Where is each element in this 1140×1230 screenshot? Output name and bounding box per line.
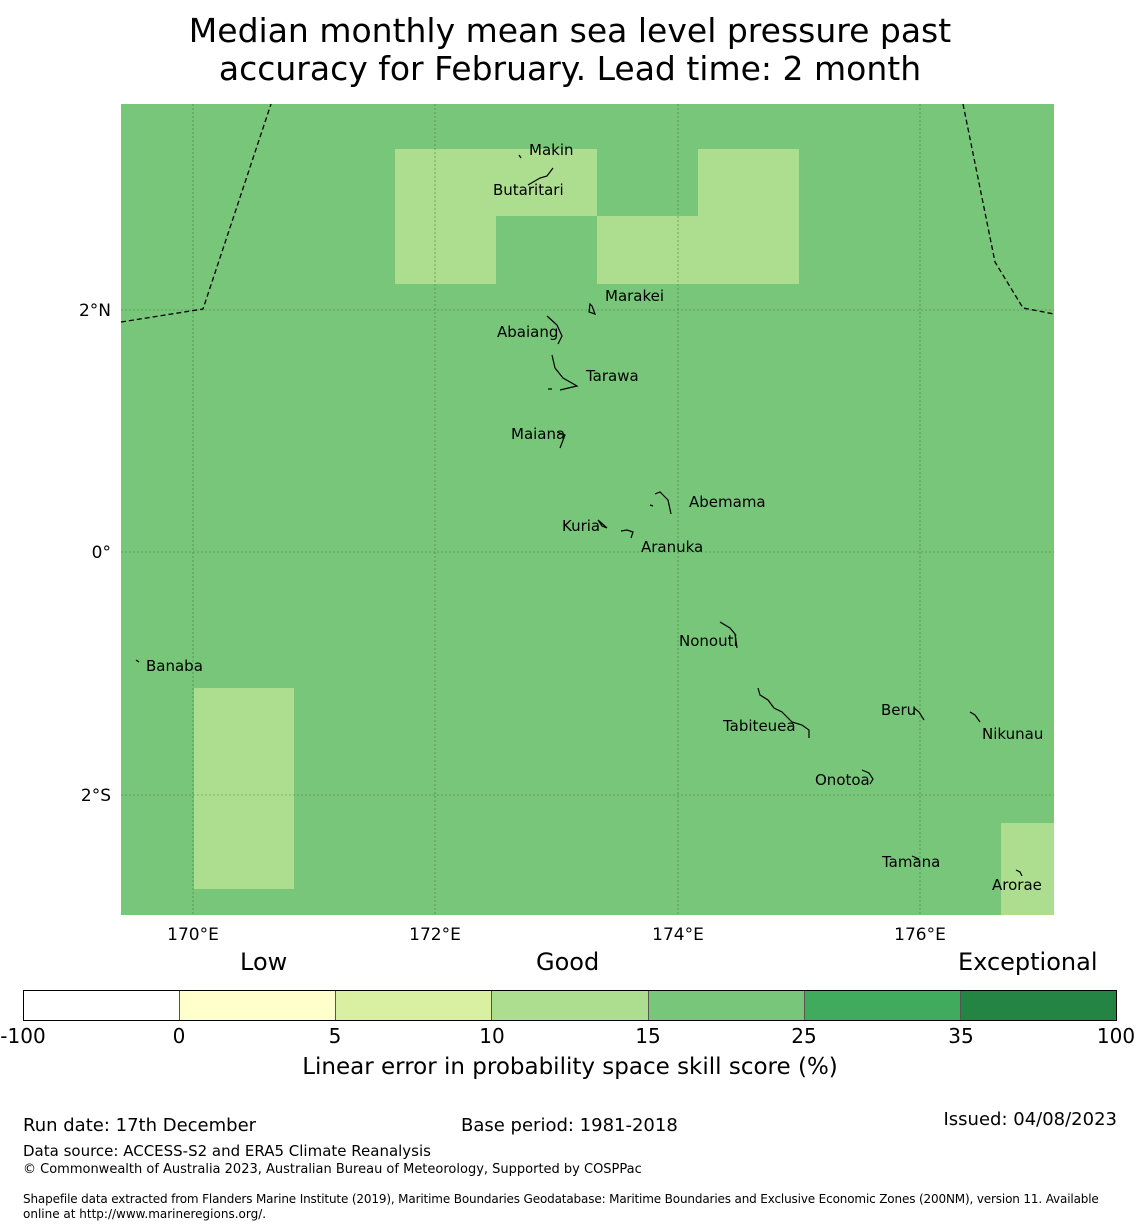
base-period: Base period: 1981-2018 (461, 1115, 678, 1136)
colorbar-segment (648, 991, 805, 1020)
eez-boundaries (120, 103, 1055, 323)
island-label-banaba: Banaba (146, 657, 203, 675)
colorbar-tick: 100 (1096, 1024, 1136, 1048)
title-line-2: accuracy for February. Lead time: 2 mont… (218, 49, 922, 88)
colorbar-tick: 25 (791, 1024, 817, 1048)
island-label-tarawa: Tarawa (585, 367, 639, 385)
axis-labels: 170°E 172°E 174°E 176°E 2°N 0° 2°S (79, 301, 946, 945)
colorbar-segment (336, 991, 493, 1020)
lat-label-0: 0° (92, 543, 111, 563)
colorbar-segment (24, 991, 181, 1020)
colorbar-segment (180, 991, 337, 1020)
highlight-cell (1001, 823, 1054, 915)
island-label-nonouti: Nonouti (679, 632, 738, 650)
island-label-beru: Beru (881, 701, 916, 719)
lon-label-174e: 174°E (652, 925, 704, 945)
colorbar-tick: 35 (948, 1024, 974, 1048)
lon-label-170e: 170°E (167, 925, 219, 945)
highlight-cell (395, 149, 597, 216)
island-label-aranuka: Aranuka (641, 538, 703, 556)
highlight-cells (194, 149, 1054, 915)
run-date: Run date: 17th December (23, 1115, 257, 1136)
gridlines (121, 104, 1054, 915)
colorbar-tick: -100 (0, 1024, 46, 1048)
island-label-tamana: Tamana (881, 853, 940, 871)
legend-category-good: Good (536, 948, 600, 976)
lat-label-2n: 2°N (79, 301, 111, 321)
colorbar-segment (492, 991, 649, 1020)
legend-category-low: Low (240, 948, 288, 976)
island-label-maiana: Maiana (511, 425, 565, 443)
highlight-cell (597, 216, 799, 284)
island-label-onotoa: Onotoa (815, 771, 870, 789)
title-line-1: Median monthly mean sea level pressure p… (188, 11, 952, 50)
island-label-abaiang: Abaiang (497, 323, 558, 341)
island-label-tabiteuea: Tabiteuea (722, 717, 796, 735)
colorbar-tick: 5 (328, 1024, 342, 1048)
highlight-cell (194, 688, 294, 889)
legend-category-exceptional: Exceptional (958, 948, 1098, 976)
colorbar-segment (960, 991, 1116, 1020)
island-label-arorae: Arorae (992, 876, 1042, 894)
colorbar (23, 990, 1117, 1021)
lon-label-176e: 176°E (894, 925, 946, 945)
chart-title: Median monthly mean sea level pressure p… (0, 12, 1140, 88)
colorbar-segment (804, 991, 961, 1020)
island-label-nikunau: Nikunau (982, 725, 1043, 743)
highlight-cell (395, 216, 496, 284)
colorbar-label: Linear error in probability space skill … (302, 1054, 838, 1080)
data-source: Data source: ACCESS-S2 and ERA5 Climate … (23, 1142, 431, 1160)
lon-label-172e: 172°E (409, 925, 461, 945)
colorbar-tick: 10 (479, 1024, 505, 1048)
island-label-makin: Makin (529, 141, 574, 159)
lat-label-2s: 2°S (81, 786, 111, 806)
highlight-cell (698, 149, 799, 216)
island-label-abemama: Abemama (689, 493, 766, 511)
copyright: © Commonwealth of Australia 2023, Austra… (23, 1162, 642, 1177)
colorbar-tick: 0 (172, 1024, 186, 1048)
shapefile-credit-line-1: Shapefile data extracted from Flanders M… (23, 1192, 1099, 1206)
issued-date: Issued: 04/08/2023 (943, 1109, 1117, 1130)
island-label-kuria: Kuria (562, 517, 600, 535)
island-outlines (135, 154, 1023, 877)
shapefile-credit-line-2: online at http://www.marineregions.org/. (23, 1207, 267, 1221)
island-labels: Makin Butaritari Marakei Abaiang Tarawa … (146, 141, 1043, 894)
map: Makin Butaritari Marakei Abaiang Tarawa … (79, 103, 1055, 945)
island-label-marakei: Marakei (605, 287, 664, 305)
island-label-butaritari: Butaritari (493, 181, 564, 199)
colorbar-tick: 15 (635, 1024, 661, 1048)
